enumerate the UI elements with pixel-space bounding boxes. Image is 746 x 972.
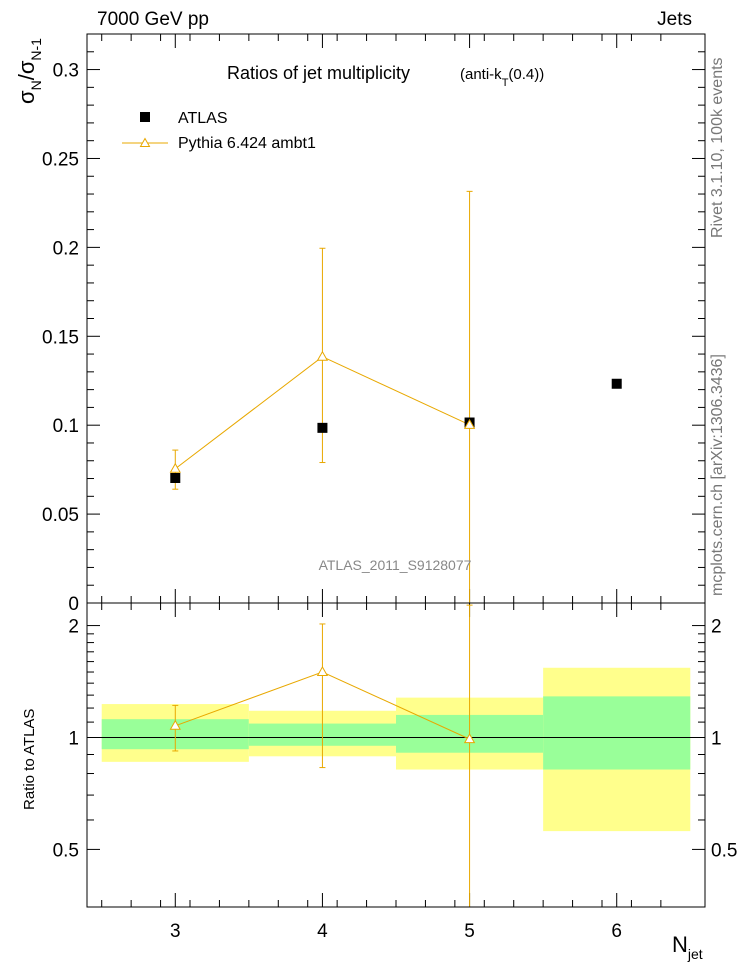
main-ticks: 0 0.05 0.1 0.15 0.2 0.25 0.3 [42, 34, 705, 615]
legend-atlas-label: ATLAS [178, 110, 228, 127]
plot-subtitle: (anti-kT(0.4)) [460, 66, 544, 89]
ratio-y-tick-label: 0.5 [53, 840, 79, 861]
x-axis-label: Njet [672, 932, 703, 962]
plot-title: Ratios of jet multiplicity [227, 63, 410, 83]
atlas-data-point-4 [611, 378, 622, 389]
ratio-data-marks [87, 604, 705, 907]
main-data-marks [169, 190, 622, 604]
ratio-pythia-point-3 [463, 733, 476, 744]
atlas-data-point-1 [170, 472, 181, 483]
main-y-tick-label: 0.15 [42, 327, 79, 348]
ratio-pythia-point-2 [316, 666, 329, 677]
ratio-y-tick-label-right: 2 [711, 617, 722, 638]
x-tick-label: 5 [464, 921, 475, 942]
pythia-point-3 [463, 418, 476, 429]
mcplots-label: mcplots.cern.ch [arXiv:1306.3436] [709, 354, 726, 596]
main-y-tick-label: 0.25 [42, 149, 79, 170]
process-label: Jets [657, 9, 692, 30]
main-y-tick-label: 0.1 [53, 416, 79, 437]
ratio-ticks: 0.5 0.5 1 1 2 2 3 4 5 6 [53, 603, 737, 942]
ratio-plot-frame [86, 602, 706, 908]
main-y-tick-label: 0.05 [42, 505, 79, 526]
ratio-bands [101, 667, 691, 832]
atlas-data-point-2 [317, 422, 328, 433]
ratio-y-tick-label-right: 1 [711, 728, 722, 749]
ratio-plot-panel: 0.5 0.5 1 1 2 2 3 4 5 6 Ratio to ATLAS Njet [21, 602, 737, 962]
legend-pythia-label: Pythia 6.424 ambt1 [178, 135, 316, 152]
rivet-label: Rivet 3.1.10, 100k events [709, 57, 726, 238]
energy-label: 7000 GeV pp [97, 9, 209, 30]
analysis-watermark: ATLAS_2011_S9128077 [319, 557, 472, 573]
x-tick-label: 6 [611, 921, 622, 942]
legend-pythia-marker [139, 137, 151, 147]
main-y-axis-label: σN/σN-1 [14, 38, 44, 104]
ratio-y-tick-label: 1 [68, 728, 79, 749]
main-y-tick-label: 0.3 [53, 61, 79, 82]
ratio-y-tick-label-right: 0.5 [711, 840, 737, 861]
ratio-y-tick-label: 2 [68, 617, 79, 638]
ratio-y-axis-label: Ratio to ATLAS [21, 709, 38, 810]
main-y-tick-label: 0.2 [53, 238, 79, 259]
main-y-tick-label: 0 [68, 594, 79, 615]
legend-atlas-marker [140, 112, 150, 122]
x-tick-label: 4 [317, 921, 328, 942]
pythia-point-2 [316, 350, 329, 361]
x-tick-label: 3 [170, 921, 181, 942]
ratio-band-inner-4 [543, 696, 691, 770]
ratio-pythia-point-1 [169, 719, 181, 730]
legend: ATLAS Pythia 6.424 ambt1 [122, 110, 316, 152]
main-plot-panel: 0 0.05 0.1 0.15 0.2 0.25 0.3 Ratios of jet mul… [14, 33, 706, 615]
pythia-point-1 [169, 462, 181, 473]
